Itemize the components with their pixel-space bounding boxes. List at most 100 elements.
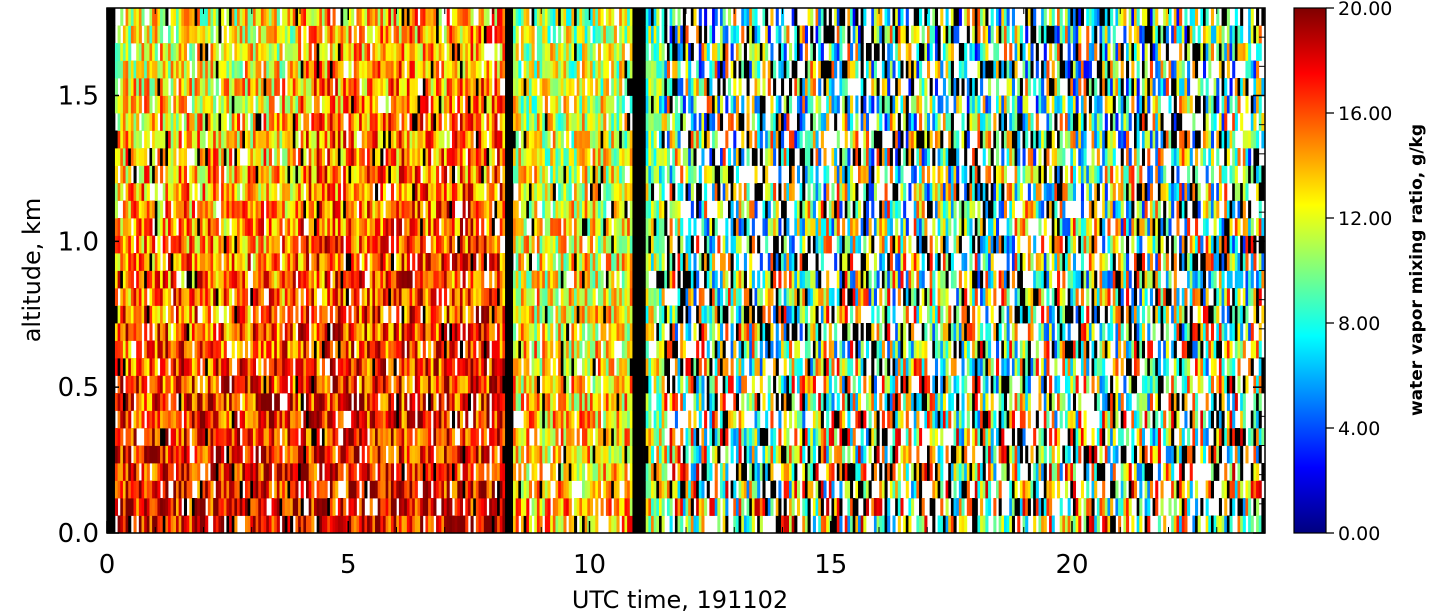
- heatmap-cell: [494, 253, 498, 271]
- heatmap-cell: [252, 270, 257, 289]
- heatmap-cell: [146, 130, 150, 149]
- heatmap-cell: [475, 288, 479, 306]
- heatmap-cell: [168, 43, 172, 61]
- heatmap-cell: [244, 410, 249, 429]
- heatmap-cell: [505, 78, 509, 96]
- heatmap-cell: [221, 235, 225, 254]
- heatmap-cell: [520, 393, 525, 411]
- heatmap-cell: [130, 270, 134, 289]
- heatmap-cell: [337, 95, 341, 114]
- heatmap-cell: [507, 463, 511, 481]
- heatmap-cell: [130, 8, 134, 26]
- heatmap-cell: [494, 498, 498, 516]
- heatmap-cell: [574, 323, 578, 341]
- heatmap-cell: [420, 148, 424, 166]
- heatmap-cell: [481, 323, 485, 341]
- heatmap-cell: [268, 270, 272, 289]
- heatmap-cell: [250, 165, 254, 184]
- heatmap-cell: [160, 270, 164, 289]
- heatmap-cell: [513, 428, 517, 446]
- heatmap-cell: [319, 463, 323, 481]
- heatmap-cell: [117, 235, 121, 254]
- heatmap-cell: [348, 445, 352, 464]
- heatmap-cell: [513, 340, 517, 359]
- heatmap-cell: [494, 358, 498, 376]
- heatmap-cell: [292, 235, 296, 254]
- heatmap-cell: [515, 428, 519, 446]
- heatmap-cell: [372, 305, 376, 324]
- heatmap-cell: [597, 340, 601, 359]
- heatmap-cell: [388, 270, 392, 289]
- heatmap-cell: [526, 130, 530, 149]
- heatmap-cell: [298, 218, 302, 236]
- heatmap-cell: [231, 113, 235, 131]
- heatmap-cell: [414, 288, 418, 306]
- heatmap-cell: [444, 410, 448, 429]
- heatmap-cell: [316, 375, 320, 394]
- heatmap-cell: [390, 288, 394, 306]
- heatmap-cell: [154, 25, 158, 44]
- heatmap-cell: [520, 218, 525, 236]
- heatmap-cell: [138, 358, 142, 376]
- heatmap-cell: [300, 498, 304, 516]
- heatmap-cell: [197, 78, 201, 96]
- heatmap-cell: [231, 428, 235, 446]
- heatmap-cell: [523, 200, 527, 219]
- heatmap-cell: [133, 253, 137, 271]
- heatmap-cell: [587, 358, 591, 376]
- heatmap-cell: [197, 130, 201, 149]
- heatmap-cell: [393, 130, 397, 149]
- heatmap-cell: [125, 165, 129, 184]
- heatmap-cell: [303, 130, 307, 149]
- heatmap-cell: [345, 200, 349, 219]
- heatmap-cell: [587, 323, 591, 341]
- heatmap-cell: [186, 358, 190, 376]
- heatmap-cell: [558, 95, 562, 114]
- heatmap-cell: [170, 445, 174, 464]
- heatmap-cell: [446, 393, 450, 411]
- heatmap-cell: [523, 375, 527, 394]
- heatmap-cell: [274, 218, 278, 236]
- heatmap-cell: [234, 60, 238, 79]
- heatmap-cell: [428, 165, 432, 184]
- heatmap-cell: [162, 480, 166, 499]
- heatmap-cell: [597, 200, 601, 219]
- heatmap-cell: [255, 235, 259, 254]
- heatmap-cell: [250, 8, 254, 26]
- heatmap-cell: [117, 480, 121, 499]
- heatmap-cell: [306, 165, 310, 184]
- heatmap-cell: [215, 305, 219, 324]
- heatmap-cell: [536, 130, 540, 149]
- heatmap-cell: [154, 165, 158, 184]
- heatmap-cell: [242, 393, 246, 411]
- heatmap-cell: [205, 463, 209, 481]
- heatmap-cell: [444, 323, 448, 341]
- heatmap-cell: [268, 200, 272, 219]
- heatmap-cell: [507, 340, 511, 359]
- heatmap-cell: [587, 78, 591, 96]
- heatmap-cell: [173, 218, 177, 236]
- heatmap-cell: [300, 375, 304, 394]
- heatmap-cell: [252, 43, 257, 61]
- heatmap-cell: [295, 358, 299, 376]
- heatmap-cell: [422, 25, 426, 44]
- heatmap-cell: [263, 323, 267, 341]
- heatmap-cell: [125, 200, 129, 219]
- heatmap-cell: [284, 445, 288, 464]
- heatmap-cell: [218, 498, 222, 516]
- heatmap-cell: [125, 183, 129, 201]
- heatmap-cell: [107, 78, 111, 96]
- heatmap-cell: [436, 375, 440, 394]
- heatmap-cell: [542, 235, 546, 254]
- heatmap-cell: [202, 200, 206, 219]
- heatmap-cell: [444, 165, 448, 184]
- heatmap-cell: [327, 428, 331, 446]
- heatmap-cell: [359, 498, 363, 516]
- heatmap-cell: [321, 78, 325, 96]
- heatmap-cell: [531, 288, 535, 306]
- heatmap-cell: [176, 323, 180, 341]
- heatmap-cell: [449, 200, 453, 219]
- heatmap-cell: [483, 498, 487, 516]
- heatmap-cell: [351, 340, 355, 359]
- heatmap-cell: [298, 270, 302, 289]
